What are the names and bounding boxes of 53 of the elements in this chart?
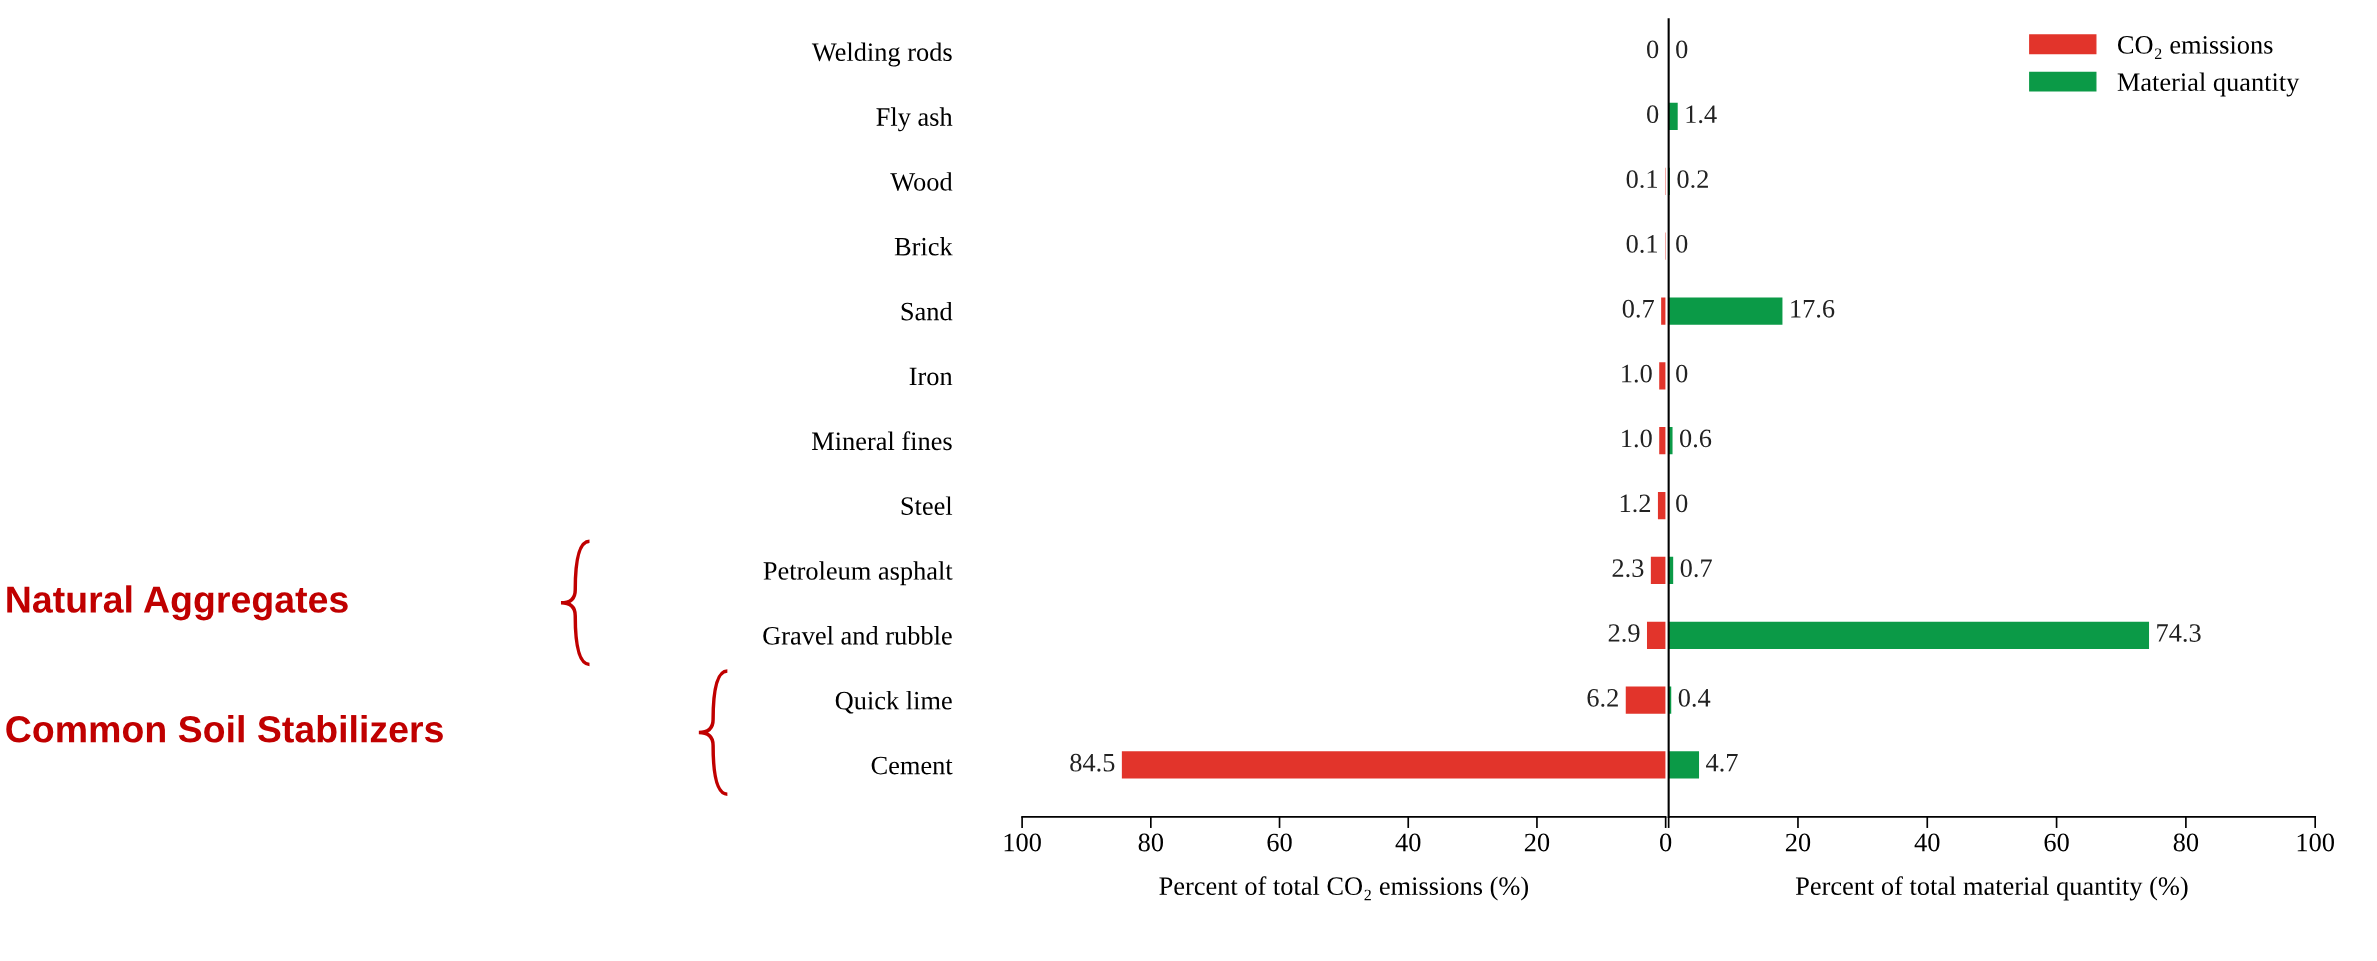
x-tick-label: 20 <box>1524 833 1550 852</box>
data-label: 74.3 <box>2157 624 2201 642</box>
y-tick-label: Gravel and rubble <box>763 626 952 645</box>
data-label: 2.3 <box>1612 559 1644 578</box>
text: Common Soil Stabilizers <box>6 715 443 743</box>
y-tick-label: Petroleum asphalt <box>763 561 953 586</box>
data-label: 0 <box>1647 40 1659 59</box>
x-tick-label: 0 <box>1660 833 1672 852</box>
x-tick-label: 100 <box>1004 833 1041 852</box>
data-label: 0 <box>1676 234 1688 253</box>
x-tick-label: 40 <box>1395 833 1421 852</box>
y-tick-label: Welding rods <box>811 42 952 67</box>
data-label: 0 <box>1647 105 1659 124</box>
y-tick-label: Iron <box>909 367 953 386</box>
y-tick-label: Sand <box>901 301 953 321</box>
text: Natural Aggregates <box>7 585 348 621</box>
data-label: 1.4 <box>1686 105 1717 124</box>
y-tick-label: Cement <box>871 756 953 775</box>
x-axis-title: Percent of total CO₂ emissions (%) <box>1159 876 1528 901</box>
data-label: 0.1 <box>1626 234 1657 253</box>
x-axis-title: Percent of total material quantity (%) <box>1795 876 2188 901</box>
x-tick-label: 80 <box>2173 833 2199 852</box>
data-label: 0.6 <box>1680 429 1712 448</box>
data-label: 0.2 <box>1677 170 1708 189</box>
x-tick-label: 60 <box>2044 833 2069 852</box>
data-label: 6.2 <box>1587 688 1618 707</box>
y-tick-label: Fly ash <box>876 107 953 132</box>
data-label: 84.5 <box>1070 753 1115 772</box>
y-tick-label: Brick <box>894 237 953 256</box>
y-tick-label: Quick lime <box>835 690 952 714</box>
data-label: 0.1 <box>1626 170 1657 189</box>
legend-label: Material quantity <box>2117 72 2300 97</box>
x-tick-label: 40 <box>1914 833 1940 852</box>
data-label: 0.7 <box>1680 559 1712 578</box>
data-label: 1.0 <box>1622 429 1652 448</box>
data-label: 4.7 <box>1706 753 1738 772</box>
x-tick-label: 20 <box>1785 833 1811 852</box>
y-tick-label: Wood <box>890 172 953 191</box>
data-label: 2.9 <box>1608 624 1640 642</box>
x-tick-label: 80 <box>1138 833 1164 852</box>
y-tick-label: Mineral fines <box>811 431 952 451</box>
data-label: 0.7 <box>1622 299 1654 318</box>
data-label: 0 <box>1676 494 1688 513</box>
y-tick-label: Steel <box>901 496 953 515</box>
data-label: 1.0 <box>1622 364 1652 383</box>
data-label: 1.2 <box>1620 494 1651 513</box>
data-label: 17.6 <box>1791 299 1835 318</box>
x-tick-label: 60 <box>1267 833 1292 852</box>
data-label: 0.4 <box>1678 688 1711 707</box>
data-label: 0 <box>1676 364 1688 383</box>
x-tick-label: 100 <box>2297 833 2334 852</box>
data-label: 0 <box>1676 40 1688 59</box>
legend-label: CO₂ emissions <box>2117 36 2273 59</box>
